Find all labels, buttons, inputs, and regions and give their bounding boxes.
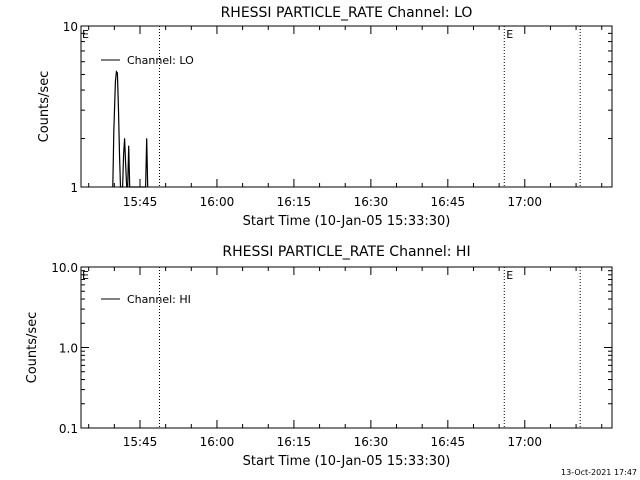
x-tick-label: 17:00 [507, 195, 542, 209]
data-point [114, 81, 116, 83]
x-tick-label: 16:00 [200, 195, 235, 209]
legend-entry: Channel: HI [127, 293, 191, 306]
data-point [120, 186, 121, 188]
panel-hi-channel: RHESSI PARTICLE_RATE Channel: HI 15:45 16:… [25, 244, 613, 469]
series-line [112, 70, 149, 188]
x-tick-label: 16:15 [277, 435, 312, 449]
event-marker-label: E [506, 269, 513, 282]
data-point [124, 138, 126, 139]
y-tick-label: 1.0 [59, 342, 78, 356]
data-point [119, 153, 120, 155]
x-axis-label: Start Time (10-Jan-05 15:33:30) [243, 214, 451, 229]
y-axis-label: Counts/sec [25, 312, 40, 384]
x-tick-label: 17:00 [507, 435, 542, 449]
data-point [117, 72, 118, 74]
data-point [147, 186, 149, 188]
data-point [126, 186, 128, 188]
data-point [128, 145, 130, 147]
data-point [145, 186, 147, 188]
data-point [118, 109, 119, 111]
chart-title: RHESSI PARTICLE_RATE Channel: HI [222, 244, 470, 260]
panel-lo-channel: RHESSI PARTICLE_RATE Channel: LO 15:45 16:… [37, 5, 613, 229]
x-tick-label: 16:30 [354, 195, 389, 209]
data-point [127, 186, 129, 188]
data-point [125, 163, 127, 164]
y-tick-label: 1 [70, 181, 78, 195]
x-tick-label: 16:00 [200, 435, 235, 449]
y-tick-label: 10.0 [51, 261, 78, 275]
y-tick-label: 10 [63, 20, 78, 34]
data-point [146, 138, 148, 139]
x-tick-label: 16:45 [431, 435, 466, 449]
data-point [123, 153, 124, 155]
plot-frame [80, 25, 613, 188]
data-point [116, 71, 117, 73]
y-axis-label: Counts/sec [37, 71, 52, 143]
x-tick-label: 16:15 [277, 195, 312, 209]
plot-frame [80, 266, 613, 429]
x-tick-label: 16:30 [354, 435, 389, 449]
data-point [129, 186, 131, 188]
x-tick-label: 15:45 [123, 195, 158, 209]
corner-marker-label: E [82, 28, 89, 41]
x-tick-label: 15:45 [123, 435, 158, 449]
data-point [112, 186, 114, 188]
event-marker-label: E [506, 28, 513, 41]
y-tick-label: 0.1 [59, 422, 78, 436]
corner-marker-label: E [82, 269, 89, 282]
legend-entry: Channel: LO [127, 54, 194, 67]
data-point [113, 131, 115, 133]
chart-title: RHESSI PARTICLE_RATE Channel: LO [221, 5, 473, 21]
x-axis-label: Start Time (10-Jan-05 15:33:30) [243, 454, 451, 469]
data-point [122, 186, 123, 188]
x-tick-label: 16:45 [431, 195, 466, 209]
footer-timestamp: 13-Oct-2021 17:47 [561, 468, 637, 477]
